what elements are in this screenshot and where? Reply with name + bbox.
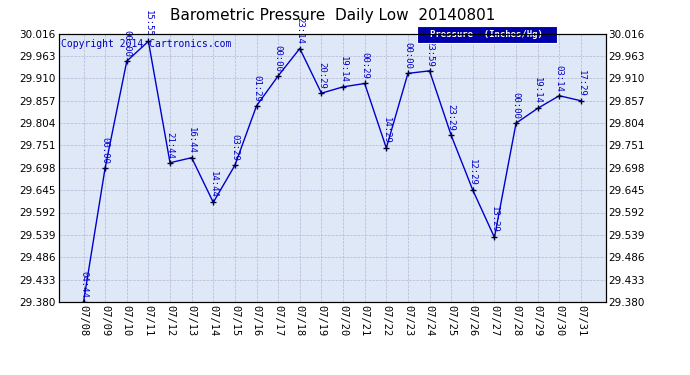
Text: Copyright 2014 Cartronics.com: Copyright 2014 Cartronics.com [61, 39, 232, 49]
Text: 00:00: 00:00 [511, 92, 520, 119]
Text: 01:29: 01:29 [252, 75, 261, 102]
Text: 16:44: 16:44 [187, 127, 196, 153]
Text: 00:29: 00:29 [360, 53, 369, 80]
Text: 03:14: 03:14 [555, 64, 564, 92]
Text: 21:44: 21:44 [166, 132, 175, 159]
Text: 15:55: 15:55 [144, 10, 153, 37]
Text: 12:29: 12:29 [469, 159, 477, 186]
Text: 00:00: 00:00 [274, 45, 283, 72]
Text: 20:29: 20:29 [317, 62, 326, 89]
Text: 19:14: 19:14 [339, 56, 348, 83]
Text: 00:00: 00:00 [101, 137, 110, 164]
Text: 00:00: 00:00 [122, 30, 131, 57]
Text: 17:29: 17:29 [576, 70, 585, 97]
Text: 00:00: 00:00 [404, 42, 413, 69]
Text: 19:14: 19:14 [533, 77, 542, 104]
Title: Barometric Pressure  Daily Low  20140801: Barometric Pressure Daily Low 20140801 [170, 8, 495, 23]
Text: 04:44: 04:44 [79, 271, 88, 298]
Text: 23:29: 23:29 [446, 104, 455, 131]
Text: 14:44: 14:44 [209, 171, 218, 198]
Text: 23:59: 23:59 [425, 40, 434, 67]
Text: 14:29: 14:29 [382, 117, 391, 144]
Text: 13:29: 13:29 [490, 206, 499, 233]
Text: 03:29: 03:29 [230, 134, 239, 161]
Text: 23:14: 23:14 [295, 18, 304, 44]
